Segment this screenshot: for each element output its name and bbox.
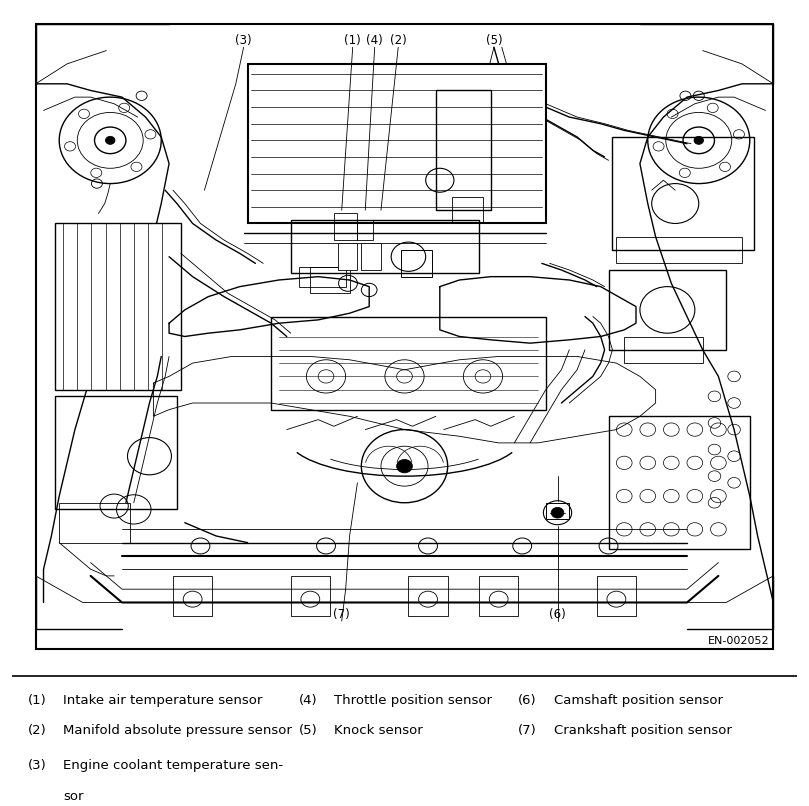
Text: Engine coolant temperature sen-: Engine coolant temperature sen- [63,759,283,772]
Bar [616,237,742,264]
Text: (1): (1) [345,34,361,48]
Bar [451,197,483,223]
Text: (7): (7) [519,724,537,737]
Bar [400,250,432,276]
Bar [271,317,546,409]
Bar [290,575,330,616]
Text: (2): (2) [390,34,407,48]
Circle shape [105,136,115,144]
Bar [55,223,181,390]
Text: (1): (1) [28,694,47,707]
Text: sor: sor [63,790,83,803]
Text: (4): (4) [366,34,383,48]
Bar [597,575,636,616]
Bar [338,243,358,270]
Bar [409,575,447,616]
Bar [311,267,349,293]
Text: Manifold absolute pressure sensor: Manifold absolute pressure sensor [63,724,292,737]
Bar [55,397,177,509]
Circle shape [396,459,413,473]
Text: (3): (3) [235,34,252,48]
Text: (5): (5) [485,34,502,48]
Bar [248,64,546,223]
Bar [625,336,703,363]
Bar [358,220,373,240]
Text: (6): (6) [519,694,537,707]
Circle shape [694,136,704,144]
Bar [290,220,479,273]
Text: Crankshaft position sensor: Crankshaft position sensor [553,724,731,737]
Text: EN-002052: EN-002052 [708,636,769,646]
Text: Intake air temperature sensor: Intake air temperature sensor [63,694,262,707]
Bar [173,575,212,616]
Text: Camshaft position sensor: Camshaft position sensor [553,694,722,707]
Bar [546,503,570,519]
Bar [436,90,491,210]
Text: (6): (6) [549,608,566,621]
Text: (2): (2) [28,724,47,737]
Bar [608,270,726,350]
Text: Knock sensor: Knock sensor [334,724,422,737]
Bar [608,416,750,550]
Bar [612,137,754,250]
Bar [299,267,345,287]
Text: Throttle position sensor: Throttle position sensor [334,694,492,707]
Text: (4): (4) [299,694,317,707]
Text: (7): (7) [333,608,350,621]
Circle shape [551,508,564,518]
Bar [334,214,358,240]
Bar [362,243,381,270]
Text: (5): (5) [299,724,317,737]
Text: (3): (3) [28,759,47,772]
Bar [59,503,129,542]
Bar [479,575,519,616]
